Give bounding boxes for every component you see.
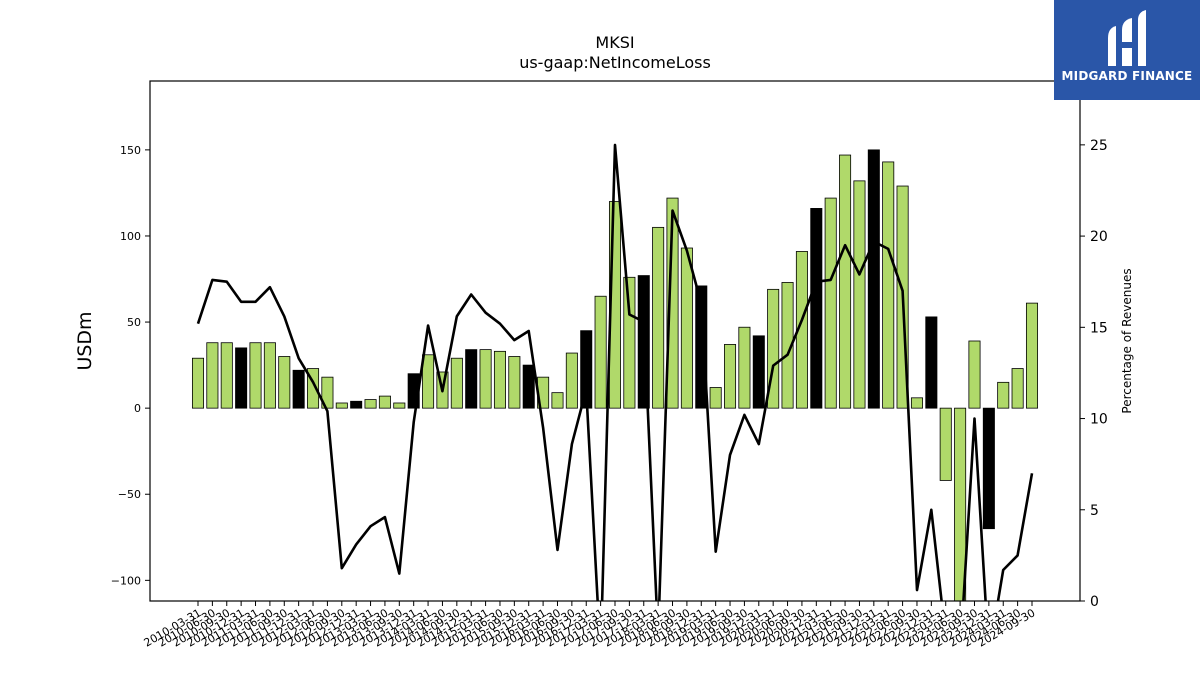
bar xyxy=(652,226,665,409)
y-tick-label: 100 xyxy=(120,230,141,243)
bar xyxy=(867,149,880,409)
bar xyxy=(824,197,837,409)
y2-tick-label: 5 xyxy=(1090,503,1099,519)
bar xyxy=(378,395,391,409)
bar xyxy=(465,349,478,409)
bar xyxy=(1011,368,1024,409)
bar xyxy=(450,357,463,409)
bar xyxy=(623,276,636,409)
bars-layer xyxy=(191,149,1039,601)
bar xyxy=(220,342,233,409)
logo-mark-icon xyxy=(1108,10,1146,66)
bar xyxy=(752,335,765,409)
bar xyxy=(709,387,722,409)
bar xyxy=(551,392,564,409)
bar xyxy=(968,340,981,409)
bar xyxy=(724,344,737,409)
y2-tick-label: 25 xyxy=(1090,138,1108,154)
bar xyxy=(853,180,866,409)
bar xyxy=(191,357,205,409)
bar xyxy=(594,295,607,409)
bar xyxy=(680,247,693,409)
y2-tick-label: 15 xyxy=(1090,320,1108,336)
y2-axis-label: Percentage of Revenues xyxy=(1120,268,1134,413)
y-axis-label: USDm xyxy=(74,311,96,370)
bar xyxy=(939,407,952,481)
bar xyxy=(393,402,406,409)
bar xyxy=(810,208,823,409)
y-axis-right: 0 5 10 15 20 25 xyxy=(1080,138,1108,610)
percentage-line xyxy=(196,143,1034,601)
bar xyxy=(292,369,305,409)
bar xyxy=(954,407,967,601)
bar xyxy=(321,376,334,409)
bar xyxy=(738,326,751,409)
bar xyxy=(695,285,708,409)
bar xyxy=(422,354,435,409)
y-axis-left: −100 −50 0 50 100 150 xyxy=(111,144,150,587)
bar xyxy=(263,342,276,409)
bar xyxy=(666,197,679,409)
bar xyxy=(882,161,895,409)
bar xyxy=(522,364,535,409)
chart-subtitle: us-gaap:NetIncomeLoss xyxy=(519,53,711,72)
bar xyxy=(364,399,377,409)
bar xyxy=(925,316,938,409)
brand-logo: MIDGARD FINANCE xyxy=(1054,0,1200,100)
chart-title: MKSI xyxy=(595,33,634,52)
bar xyxy=(235,347,248,409)
brand-logo-text: MIDGARD FINANCE xyxy=(1061,69,1193,83)
bar xyxy=(307,368,320,409)
bar xyxy=(767,288,780,409)
bar xyxy=(479,349,492,409)
y2-tick-label: 0 xyxy=(1090,594,1099,610)
line-layer xyxy=(196,143,1034,601)
bar xyxy=(982,407,995,530)
bar xyxy=(278,356,291,409)
bar xyxy=(795,251,808,409)
bar xyxy=(206,342,219,409)
y-tick-label: −50 xyxy=(118,488,141,501)
bar xyxy=(249,342,262,409)
y2-tick-label: 20 xyxy=(1090,229,1108,245)
y-tick-label: −100 xyxy=(111,574,141,587)
bar xyxy=(781,282,794,409)
y2-tick-label: 10 xyxy=(1090,412,1108,428)
bar xyxy=(1025,302,1039,409)
bar xyxy=(493,350,506,409)
bar xyxy=(997,381,1010,409)
y-tick-label: 50 xyxy=(127,316,141,329)
bar xyxy=(350,400,363,409)
bar xyxy=(335,402,348,409)
y-tick-label: 150 xyxy=(120,144,141,157)
bar xyxy=(565,352,578,409)
bar xyxy=(910,397,923,409)
bar xyxy=(508,356,521,409)
bar xyxy=(839,154,852,409)
y-tick-label: 0 xyxy=(134,402,141,415)
x-axis: 2010-03-312010-06-302010-09-302010-12-31… xyxy=(142,601,1038,650)
